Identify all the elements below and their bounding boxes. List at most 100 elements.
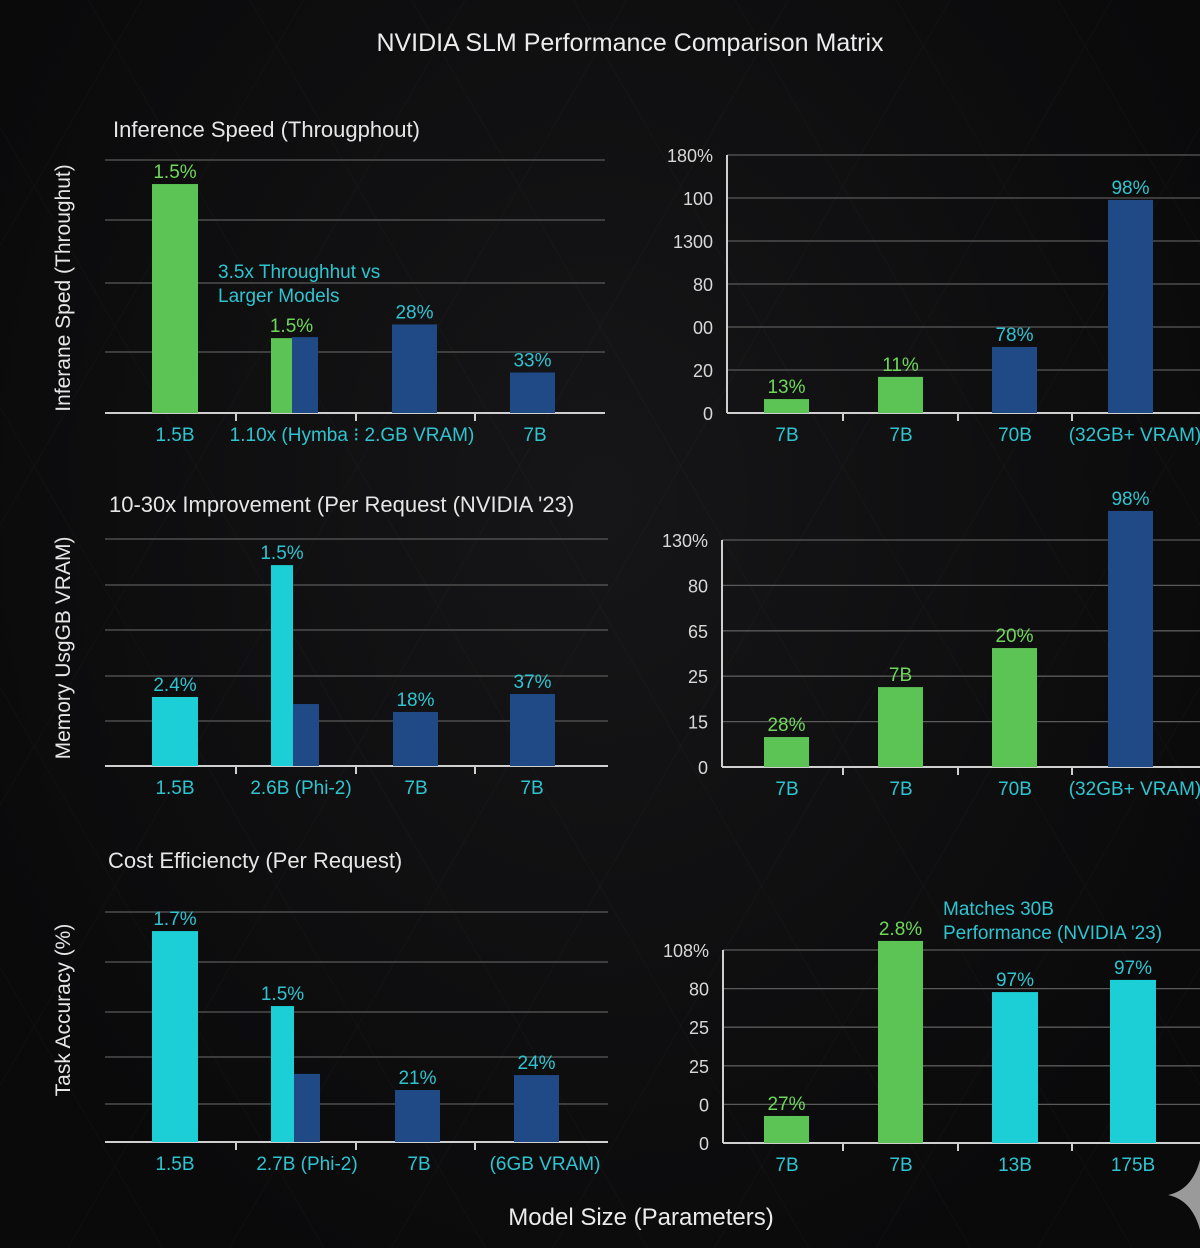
bar: [878, 940, 923, 1143]
x-tick-label: 1.5B: [155, 425, 194, 446]
annotation-text: Performance (NVIDIA '23): [943, 923, 1162, 944]
bar: [393, 711, 438, 766]
bar-value-label: 18%: [396, 690, 434, 711]
bar-value-label: 20%: [995, 626, 1033, 647]
bar: [395, 1090, 440, 1142]
x-tick-label: (32GB+ VRAM): [1069, 779, 1200, 800]
y-tick-label: 80: [688, 576, 708, 596]
annotation-text: Matches 30B: [943, 899, 1054, 920]
x-tick-label: (32GB+ VRAM): [1069, 425, 1200, 446]
bar: [764, 737, 809, 767]
bar: [271, 1006, 294, 1142]
bar-value-label: 7B: [889, 665, 912, 686]
annotation-text: Larger Models: [218, 286, 339, 307]
panel-title: Inference Speed (Througphout): [113, 117, 420, 142]
bar: [294, 1073, 320, 1142]
chart-panel-2: 180% 100 1300 80 00 20 0 13% 11% 78% 98% 7B 7B 70B (32…: [667, 146, 1200, 446]
bar-value-label: 37%: [513, 672, 551, 693]
bar-value-label: 97%: [996, 970, 1034, 991]
x-tick-label: 2.6B (Phi-2): [250, 778, 351, 799]
x-tick-label: 70B: [998, 425, 1032, 446]
x-axis-title: Model Size (Parameters): [508, 1204, 773, 1231]
y-tick-label: 0: [699, 1095, 709, 1115]
y-tick-label: 25: [689, 1018, 709, 1038]
bar: [152, 931, 198, 1142]
bar: [292, 337, 318, 413]
y-tick-label: 0: [703, 404, 713, 424]
bar-value-label: 28%: [767, 715, 805, 736]
bar-value-label: 33%: [513, 351, 551, 372]
chart-title: NVIDIA SLM Performance Comparison Matrix: [376, 29, 884, 57]
bar: [878, 687, 923, 767]
bar-value-label: 13%: [767, 377, 805, 398]
x-tick-label: 2.7B (Phi-2): [256, 1154, 357, 1175]
y-tick-label: 0: [699, 1134, 709, 1154]
bar: [992, 346, 1037, 413]
x-tick-label: 1.5B: [155, 1154, 194, 1175]
x-tick-label: 7B: [889, 1155, 912, 1176]
y-tick-label: 0: [698, 758, 708, 778]
x-tick-label: 1.10x (Hymba ⁝ 2.GB VRAM): [230, 425, 475, 446]
bar: [1108, 510, 1153, 767]
bar-value-label: 2.8%: [879, 919, 922, 940]
x-tick-label: 7B: [775, 1155, 798, 1176]
y-tick-label: 25: [689, 1057, 709, 1077]
bar: [510, 372, 555, 413]
y-axis-title: Inferane Sped (Throughut): [52, 164, 75, 412]
y-tick-label: 65: [688, 622, 708, 642]
sparkle-icon: [1168, 1160, 1200, 1230]
bar-value-label: 1.7%: [153, 909, 196, 930]
y-tick-label: 15: [688, 713, 708, 733]
bar: [293, 704, 319, 766]
bar: [992, 648, 1037, 767]
bar: [1110, 979, 1156, 1143]
y-tick-label: 25: [688, 667, 708, 687]
y-tick-label: 20: [693, 361, 713, 381]
bar: [764, 1115, 809, 1143]
y-tick-label: 130%: [662, 531, 708, 551]
x-tick-label: 1.5B: [155, 778, 194, 799]
chart-panel-3: 10-30x Improvement (Per Request (NVIDIA …: [52, 492, 608, 799]
chart-panel-5: Cost Efficiencty (Per Request) Task Accur…: [52, 848, 608, 1175]
bar-value-label: 98%: [1111, 489, 1149, 510]
bar-value-label: 27%: [767, 1094, 805, 1115]
x-tick-label: (6GB VRAM): [490, 1154, 601, 1175]
annotation-text: 3.5x Throughhut vs: [218, 262, 380, 283]
bar: [878, 376, 923, 413]
bar-value-label: 21%: [398, 1068, 436, 1089]
bar-value-label: 11%: [882, 355, 919, 376]
chart-panel-4: 130% 80 65 25 15 0 28% 7B 20% 98% 7B 7B 70B (32GB+ VR…: [662, 489, 1200, 800]
x-tick-label: 13B: [998, 1155, 1032, 1176]
bar: [514, 1075, 559, 1142]
x-tick-label: 7B: [520, 778, 543, 799]
y-tick-label: 100: [683, 189, 713, 209]
x-tick-label: 7B: [889, 779, 912, 800]
bar-value-label: 98%: [1111, 178, 1149, 199]
x-tick-label: 7B: [404, 778, 427, 799]
bar-value-label: 1.5%: [153, 162, 196, 183]
y-tick-label: 180%: [667, 146, 713, 166]
bar-value-label: 1.5%: [261, 984, 304, 1005]
bar-value-label: 78%: [995, 325, 1033, 346]
bar: [510, 694, 555, 766]
bar-value-label: 24%: [517, 1053, 555, 1074]
bar: [271, 338, 292, 413]
bar: [1108, 199, 1153, 413]
bar-value-label: 2.4%: [153, 675, 196, 696]
bar: [392, 324, 437, 413]
y-tick-label: 1300: [673, 232, 713, 252]
y-axis-title: Task Accuracy (%): [52, 924, 75, 1097]
bar-value-label: 1.5%: [270, 316, 313, 337]
chart-panel-6: 108% 80 25 25 0 0 27% 2.8% 97% 97% 7B 7B 13B 175B Matc…: [663, 899, 1200, 1176]
x-tick-label: 7B: [523, 425, 546, 446]
x-tick-label: 7B: [889, 425, 912, 446]
bar: [992, 992, 1038, 1143]
panel-title: 10-30x Improvement (Per Request (NVIDIA …: [109, 492, 574, 517]
bar: [152, 184, 198, 413]
x-tick-label: 7B: [775, 779, 798, 800]
chart-panel-1: Inference Speed (Througphout) Inferane Sp…: [52, 117, 605, 446]
bar-value-label: 28%: [395, 302, 433, 323]
bar: [764, 399, 809, 413]
bar-value-label: 97%: [1114, 958, 1152, 979]
